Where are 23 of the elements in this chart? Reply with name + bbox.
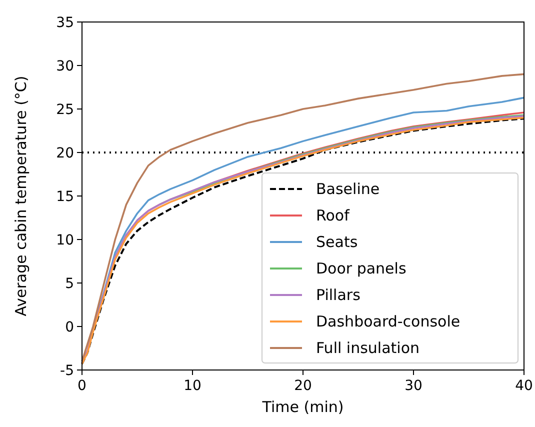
y-tick-label: 10 (56, 232, 74, 248)
y-tick-label: 35 (56, 15, 74, 31)
y-tick-label: 15 (56, 189, 74, 205)
x-tick-label: 10 (184, 378, 202, 394)
legend-label: Roof (316, 206, 350, 224)
legend-label: Seats (316, 233, 358, 251)
y-tick-label: 25 (56, 102, 74, 118)
y-tick-label: 0 (65, 320, 74, 336)
legend-label: Baseline (316, 180, 380, 198)
y-tick-label: -5 (60, 363, 74, 379)
y-tick-label: 5 (65, 276, 74, 292)
x-tick-label: 20 (294, 378, 312, 394)
legend-label: Door panels (316, 260, 406, 278)
y-axis-title: Average cabin temperature (°C) (12, 76, 30, 316)
x-tick-label: 30 (404, 378, 422, 394)
legend-label: Full insulation (316, 339, 420, 357)
legend-label: Pillars (316, 286, 361, 304)
y-tick-label: 30 (56, 58, 74, 74)
x-tick-label: 0 (78, 378, 86, 394)
x-tick-label: 40 (515, 378, 533, 394)
x-axis-title: Time (min) (261, 398, 344, 416)
legend-label: Dashboard-console (316, 312, 460, 330)
y-tick-label: 20 (56, 146, 74, 162)
